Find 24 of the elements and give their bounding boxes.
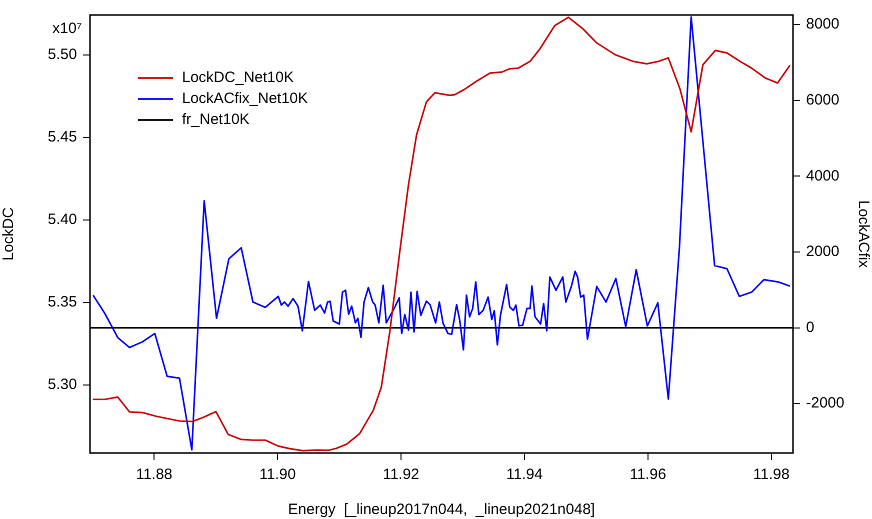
y2-tick-label: 0 — [806, 318, 814, 336]
x-tick-label: 11.90 — [259, 466, 296, 484]
y2-tick-label: -2000 — [806, 394, 844, 412]
x-tick-label: 11.92 — [382, 466, 420, 484]
x-axis-title: Energy [_lineup2017n044, _lineup2021n048] — [288, 501, 595, 518]
y-tick-label: 5.50 — [48, 46, 77, 64]
y-tick-label: 5.45 — [48, 128, 77, 146]
x-tick-label: 11.98 — [753, 466, 790, 484]
x-tick-label: 11.96 — [630, 466, 666, 484]
y-tick-label: 5.30 — [48, 376, 77, 394]
y-tick-label: 5.40 — [48, 211, 77, 228]
y2-tick-label: 2000 — [806, 243, 840, 260]
legend-label: LockACfix_Net10K — [182, 90, 308, 108]
y-axis-title: LockDC — [0, 207, 18, 261]
y2-tick-label: 8000 — [806, 16, 840, 33]
x-tick-label: 11.94 — [506, 466, 543, 484]
y2-tick-label: 6000 — [806, 92, 840, 109]
text: x10⁷ — [52, 20, 82, 38]
legend-label: LockDC_Net10K — [182, 69, 294, 86]
x-tick-label: 11.88 — [136, 466, 172, 484]
y2-axis-title: LockACfix — [854, 200, 872, 268]
y2-tick-label: 4000 — [806, 167, 840, 184]
legend-label: fr_Net10K — [182, 111, 250, 128]
y-tick-label: 5.35 — [48, 294, 77, 311]
